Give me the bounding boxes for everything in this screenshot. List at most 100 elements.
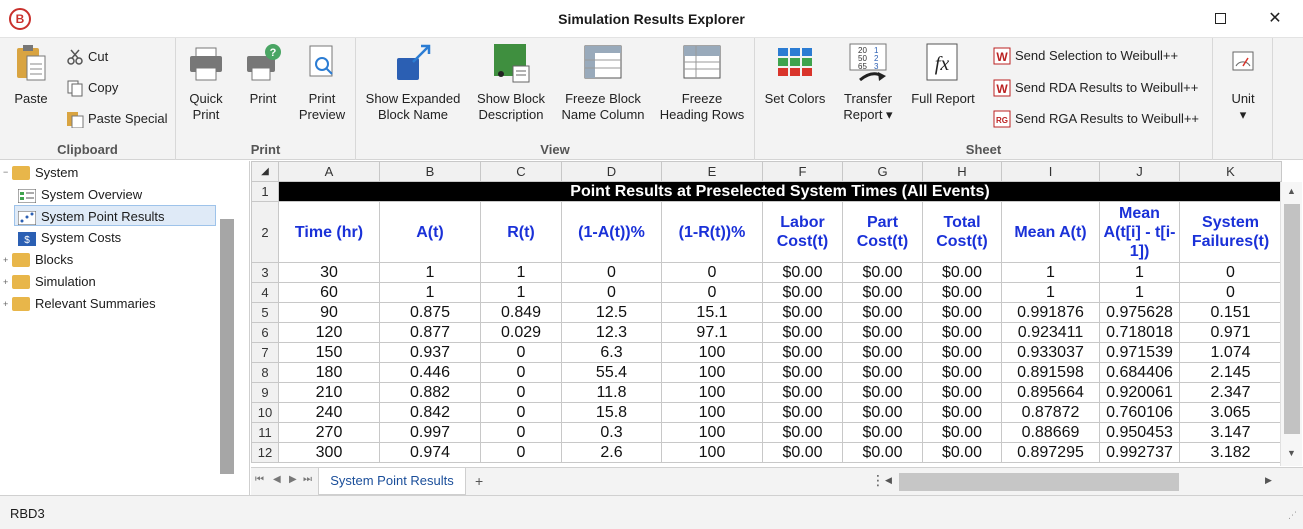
table-cell[interactable]: 97.1: [661, 322, 763, 343]
expand-relevant-summaries-icon[interactable]: +: [3, 299, 9, 309]
row-header[interactable]: 8: [251, 362, 279, 383]
select-all-corner[interactable]: ◢: [251, 161, 279, 182]
table-cell[interactable]: 0.760106: [1099, 402, 1180, 423]
table-cell[interactable]: 0: [1179, 282, 1282, 303]
results-banner[interactable]: Point Results at Preselected System Time…: [278, 181, 1282, 202]
scroll-up-icon[interactable]: ▲: [1287, 186, 1296, 196]
table-cell[interactable]: 3.182: [1179, 442, 1282, 463]
send-selection-button[interactable]: W Send Selection to Weibull++: [993, 45, 1178, 67]
table-cell[interactable]: 1: [1099, 262, 1180, 283]
table-cell[interactable]: 0.3: [561, 422, 662, 443]
table-cell[interactable]: 210: [278, 382, 380, 403]
table-cell[interactable]: 0.718018: [1099, 322, 1180, 343]
table-cell[interactable]: 0.151: [1179, 302, 1282, 323]
set-colors-button[interactable]: Set Colors: [759, 42, 831, 107]
close-button[interactable]: ✕: [1268, 10, 1282, 27]
show-block-description-button[interactable]: Show Block Description: [470, 42, 552, 123]
column-header[interactable]: D: [561, 161, 662, 182]
table-cell[interactable]: 0.875: [379, 302, 481, 323]
table-cell[interactable]: $0.00: [842, 322, 923, 343]
column-header[interactable]: K: [1179, 161, 1282, 182]
table-cell[interactable]: 0.992737: [1099, 442, 1180, 463]
table-cell[interactable]: 1: [480, 282, 562, 303]
table-cell[interactable]: 12.5: [561, 302, 662, 323]
tree-item-system-costs[interactable]: $ System Costs: [18, 227, 121, 248]
table-cell[interactable]: 0.974: [379, 442, 481, 463]
table-cell[interactable]: 0: [480, 342, 562, 363]
table-cell[interactable]: $0.00: [922, 322, 1002, 343]
table-cell[interactable]: $0.00: [842, 442, 923, 463]
row-header[interactable]: 2: [251, 201, 279, 263]
tree-item-system-point-results[interactable]: System Point Results: [14, 205, 216, 226]
table-cell[interactable]: 0.971539: [1099, 342, 1180, 363]
table-cell[interactable]: 0.991876: [1001, 302, 1100, 323]
quick-print-button[interactable]: Quick Print: [180, 42, 232, 123]
table-cell[interactable]: 2.145: [1179, 362, 1282, 383]
row-header[interactable]: 9: [251, 382, 279, 403]
table-cell[interactable]: $0.00: [762, 342, 843, 363]
table-cell[interactable]: 270: [278, 422, 380, 443]
table-cell[interactable]: 0: [561, 282, 662, 303]
table-cell[interactable]: 0.971: [1179, 322, 1282, 343]
cut-button[interactable]: Cut: [66, 46, 108, 68]
tree-item-blocks[interactable]: Blocks: [12, 249, 73, 270]
table-cell[interactable]: $0.00: [842, 382, 923, 403]
tab-system-point-results[interactable]: System Point Results: [318, 468, 466, 495]
table-cell[interactable]: 3.147: [1179, 422, 1282, 443]
table-cell[interactable]: $0.00: [842, 282, 923, 303]
table-cell[interactable]: 11.8: [561, 382, 662, 403]
heading-cell[interactable]: Part Cost(t): [842, 201, 923, 263]
app-logo-icon[interactable]: B: [9, 8, 31, 30]
row-header[interactable]: 1: [251, 181, 279, 202]
table-cell[interactable]: 90: [278, 302, 380, 323]
freeze-heading-rows-button[interactable]: Freeze Heading Rows: [654, 42, 750, 123]
table-cell[interactable]: 0.895664: [1001, 382, 1100, 403]
unit-button[interactable]: Unit ▾: [1219, 42, 1267, 123]
table-cell[interactable]: $0.00: [922, 262, 1002, 283]
first-sheet-icon[interactable]: ⏮: [255, 474, 264, 485]
table-cell[interactable]: 240: [278, 402, 380, 423]
resize-grip-icon[interactable]: ⋰: [1288, 510, 1297, 520]
copy-button[interactable]: Copy: [66, 77, 118, 99]
table-cell[interactable]: 120: [278, 322, 380, 343]
column-header[interactable]: G: [842, 161, 923, 182]
heading-cell[interactable]: Time (hr): [278, 201, 380, 263]
horizontal-scroll-thumb[interactable]: [899, 473, 1179, 491]
table-cell[interactable]: $0.00: [762, 362, 843, 383]
column-header[interactable]: H: [922, 161, 1002, 182]
column-header[interactable]: J: [1099, 161, 1180, 182]
show-expanded-block-name-button[interactable]: Show Expanded Block Name: [362, 42, 464, 123]
heading-cell[interactable]: Total Cost(t): [922, 201, 1002, 263]
row-header[interactable]: 12: [251, 442, 279, 463]
heading-cell[interactable]: (1-A(t))%: [561, 201, 662, 263]
table-cell[interactable]: 0.950453: [1099, 422, 1180, 443]
prev-sheet-icon[interactable]: ◀: [273, 474, 281, 485]
scroll-down-icon[interactable]: ▼: [1287, 448, 1296, 458]
table-cell[interactable]: 1: [379, 262, 481, 283]
table-cell[interactable]: 0: [480, 402, 562, 423]
heading-cell[interactable]: System Failures(t): [1179, 201, 1282, 263]
table-cell[interactable]: 100: [661, 402, 763, 423]
table-cell[interactable]: 1: [379, 282, 481, 303]
table-cell[interactable]: 12.3: [561, 322, 662, 343]
row-header[interactable]: 3: [251, 262, 279, 283]
table-cell[interactable]: 300: [278, 442, 380, 463]
paste-special-button[interactable]: Paste Special: [66, 108, 168, 130]
table-cell[interactable]: 0.446: [379, 362, 481, 383]
table-cell[interactable]: 1.074: [1179, 342, 1282, 363]
table-cell[interactable]: 0.923411: [1001, 322, 1100, 343]
table-cell[interactable]: 0: [480, 442, 562, 463]
tree-item-simulation[interactable]: Simulation: [12, 271, 96, 292]
table-cell[interactable]: 100: [661, 382, 763, 403]
heading-cell[interactable]: R(t): [480, 201, 562, 263]
vertical-scroll-thumb[interactable]: [1284, 204, 1300, 434]
table-cell[interactable]: 1: [1099, 282, 1180, 303]
table-cell[interactable]: 150: [278, 342, 380, 363]
tree-item-system[interactable]: System: [12, 162, 78, 183]
table-cell[interactable]: 0.684406: [1099, 362, 1180, 383]
table-cell[interactable]: $0.00: [762, 322, 843, 343]
table-cell[interactable]: 1: [1001, 282, 1100, 303]
add-sheet-button[interactable]: +: [475, 473, 484, 489]
table-cell[interactable]: $0.00: [762, 302, 843, 323]
table-cell[interactable]: 0.882: [379, 382, 481, 403]
